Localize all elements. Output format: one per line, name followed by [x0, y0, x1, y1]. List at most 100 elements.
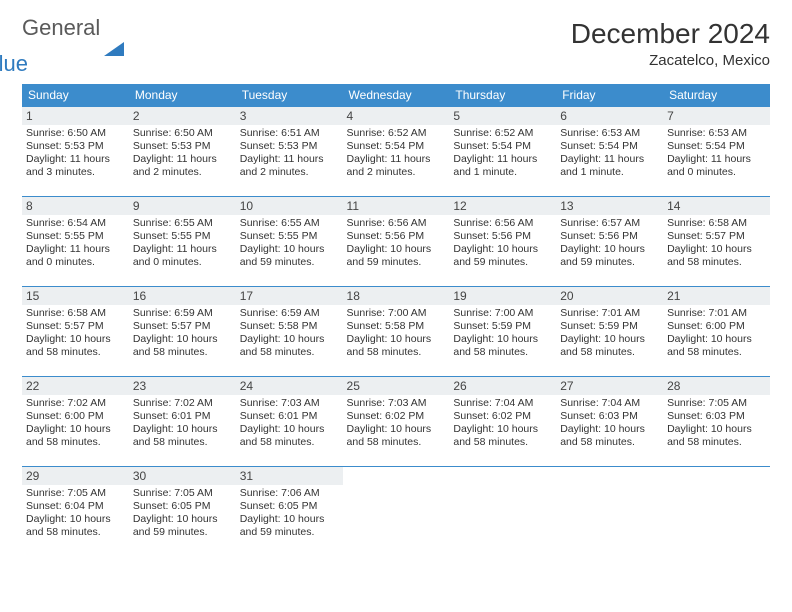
day-info: Sunrise: 6:52 AMSunset: 5:54 PMDaylight:… [453, 127, 552, 180]
day-cell: 23 Sunrise: 7:02 AMSunset: 6:01 PMDayligh… [129, 376, 236, 466]
week-row: 1 Sunrise: 6:50 AMSunset: 5:53 PMDaylight… [22, 106, 770, 196]
day-info: Sunrise: 6:55 AMSunset: 5:55 PMDaylight:… [133, 217, 232, 270]
day-info: Sunrise: 6:54 AMSunset: 5:55 PMDaylight:… [26, 217, 125, 270]
week-row: 22Sunrise: 7:02 AMSunset: 6:00 PMDayligh… [22, 376, 770, 466]
dow-saturday: Saturday [663, 84, 770, 106]
dow-sunday: Sunday [22, 84, 129, 106]
day-info: Sunrise: 7:01 AMSunset: 6:00 PMDaylight:… [667, 307, 766, 360]
day-info: Sunrise: 6:57 AMSunset: 5:56 PMDaylight:… [560, 217, 659, 270]
day-number: 26 [449, 377, 556, 395]
day-of-week-row: Sunday Monday Tuesday Wednesday Thursday… [22, 84, 770, 106]
day-info: Sunrise: 6:50 AMSunset: 5:53 PMDaylight:… [26, 127, 125, 180]
day-info: Sunrise: 7:06 AMSunset: 6:05 PMDaylight:… [240, 487, 339, 540]
calendar-body: 1 Sunrise: 6:50 AMSunset: 5:53 PMDaylight… [22, 106, 770, 557]
day-info: Sunrise: 6:59 AMSunset: 5:57 PMDaylight:… [133, 307, 232, 360]
day-number: 14 [663, 197, 770, 215]
dow-wednesday: Wednesday [343, 84, 450, 106]
day-cell: 11Sunrise: 6:56 AMSunset: 5:56 PMDayligh… [343, 196, 450, 286]
day-cell: 8 Sunrise: 6:54 AMSunset: 5:55 PMDaylight… [22, 196, 129, 286]
day-cell: 6 Sunrise: 6:53 AMSunset: 5:54 PMDaylight… [556, 106, 663, 196]
day-cell: 13 Sunrise: 6:57 AMSunset: 5:56 PMDayligh… [556, 196, 663, 286]
day-cell: 26 Sunrise: 7:04 AMSunset: 6:02 PMDayligh… [449, 376, 556, 466]
day-number: 4 [343, 107, 450, 125]
week-row: 29 Sunrise: 7:05 AMSunset: 6:04 PMDayligh… [22, 466, 770, 556]
week-row: 8 Sunrise: 6:54 AMSunset: 5:55 PMDaylight… [22, 196, 770, 286]
day-info: Sunrise: 7:00 AMSunset: 5:59 PMDaylight:… [453, 307, 552, 360]
day-cell: 15Sunrise: 6:58 AMSunset: 5:57 PMDayligh… [22, 286, 129, 376]
day-number: 30 [129, 467, 236, 485]
day-cell: 4Sunrise: 6:52 AMSunset: 5:54 PMDaylight… [343, 106, 450, 196]
day-number: 24 [236, 377, 343, 395]
brand-mark-icon [104, 42, 124, 56]
day-cell: 16Sunrise: 6:59 AMSunset: 5:57 PMDayligh… [129, 286, 236, 376]
day-cell [449, 466, 556, 556]
day-number: 3 [236, 107, 343, 125]
week-row: 15Sunrise: 6:58 AMSunset: 5:57 PMDayligh… [22, 286, 770, 376]
day-cell: 24 Sunrise: 7:03 AMSunset: 6:01 PMDayligh… [236, 376, 343, 466]
day-cell [556, 466, 663, 556]
day-cell: 21Sunrise: 7:01 AMSunset: 6:00 PMDayligh… [663, 286, 770, 376]
day-number: 31 [236, 467, 343, 485]
day-cell: 29 Sunrise: 7:05 AMSunset: 6:04 PMDayligh… [22, 466, 129, 556]
day-cell: 25 Sunrise: 7:03 AMSunset: 6:02 PMDayligh… [343, 376, 450, 466]
day-number: 5 [449, 107, 556, 125]
day-info: Sunrise: 6:58 AMSunset: 5:57 PMDaylight:… [26, 307, 125, 360]
day-number: 20 [556, 287, 663, 305]
day-number: 1 [22, 107, 129, 125]
day-info: Sunrise: 6:51 AMSunset: 5:53 PMDaylight:… [240, 127, 339, 180]
title-block: December 2024 Zacatelco, Mexico [571, 18, 770, 69]
day-number: 10 [236, 197, 343, 215]
day-cell: 18 Sunrise: 7:00 AMSunset: 5:58 PMDayligh… [343, 286, 450, 376]
day-info: Sunrise: 6:59 AMSunset: 5:58 PMDaylight:… [240, 307, 339, 360]
day-number: 19 [449, 287, 556, 305]
day-number: 23 [129, 377, 236, 395]
day-cell: 9Sunrise: 6:55 AMSunset: 5:55 PMDaylight… [129, 196, 236, 286]
day-info: Sunrise: 7:04 AMSunset: 6:02 PMDaylight:… [453, 397, 552, 450]
day-number: 25 [343, 377, 450, 395]
day-number: 6 [556, 107, 663, 125]
day-number: 28 [663, 377, 770, 395]
brand-logo: General Blue [22, 18, 124, 74]
day-number: 29 [22, 467, 129, 485]
day-cell [663, 466, 770, 556]
dow-friday: Friday [556, 84, 663, 106]
day-info: Sunrise: 7:03 AMSunset: 6:01 PMDaylight:… [240, 397, 339, 450]
day-info: Sunrise: 6:56 AMSunset: 5:56 PMDaylight:… [453, 217, 552, 270]
month-title: December 2024 [571, 18, 770, 50]
day-info: Sunrise: 6:56 AMSunset: 5:56 PMDaylight:… [347, 217, 446, 270]
day-cell: 3 Sunrise: 6:51 AMSunset: 5:53 PMDaylight… [236, 106, 343, 196]
day-info: Sunrise: 7:05 AMSunset: 6:03 PMDaylight:… [667, 397, 766, 450]
day-cell: 14 Sunrise: 6:58 AMSunset: 5:57 PMDayligh… [663, 196, 770, 286]
day-info: Sunrise: 6:53 AMSunset: 5:54 PMDaylight:… [560, 127, 659, 180]
day-number: 18 [343, 287, 450, 305]
day-cell: 2Sunrise: 6:50 AMSunset: 5:53 PMDaylight… [129, 106, 236, 196]
day-number: 8 [22, 197, 129, 215]
day-cell: 20 Sunrise: 7:01 AMSunset: 5:59 PMDayligh… [556, 286, 663, 376]
day-info: Sunrise: 7:00 AMSunset: 5:58 PMDaylight:… [347, 307, 446, 360]
day-cell: 19 Sunrise: 7:00 AMSunset: 5:59 PMDayligh… [449, 286, 556, 376]
day-number: 17 [236, 287, 343, 305]
header: General Blue December 2024 Zacatelco, Me… [22, 18, 770, 74]
location: Zacatelco, Mexico [571, 52, 770, 69]
day-info: Sunrise: 7:01 AMSunset: 5:59 PMDaylight:… [560, 307, 659, 360]
day-info: Sunrise: 7:05 AMSunset: 6:05 PMDaylight:… [133, 487, 232, 540]
day-info: Sunrise: 6:58 AMSunset: 5:57 PMDaylight:… [667, 217, 766, 270]
day-info: Sunrise: 6:55 AMSunset: 5:55 PMDaylight:… [240, 217, 339, 270]
day-cell: 7Sunrise: 6:53 AMSunset: 5:54 PMDaylight… [663, 106, 770, 196]
day-cell: 17 Sunrise: 6:59 AMSunset: 5:58 PMDayligh… [236, 286, 343, 376]
day-number: 13 [556, 197, 663, 215]
day-number: 27 [556, 377, 663, 395]
day-info: Sunrise: 7:05 AMSunset: 6:04 PMDaylight:… [26, 487, 125, 540]
calendar-table: Sunday Monday Tuesday Wednesday Thursday… [22, 84, 770, 106]
day-cell [343, 466, 450, 556]
day-cell: 10 Sunrise: 6:55 AMSunset: 5:55 PMDayligh… [236, 196, 343, 286]
dow-monday: Monday [129, 84, 236, 106]
day-cell: 5 Sunrise: 6:52 AMSunset: 5:54 PMDaylight… [449, 106, 556, 196]
day-info: Sunrise: 7:03 AMSunset: 6:02 PMDaylight:… [347, 397, 446, 450]
day-info: Sunrise: 6:53 AMSunset: 5:54 PMDaylight:… [667, 127, 766, 180]
day-cell: 28 Sunrise: 7:05 AMSunset: 6:03 PMDayligh… [663, 376, 770, 466]
day-cell: 1 Sunrise: 6:50 AMSunset: 5:53 PMDaylight… [22, 106, 129, 196]
day-info: Sunrise: 7:02 AMSunset: 6:01 PMDaylight:… [133, 397, 232, 450]
day-info: Sunrise: 7:02 AMSunset: 6:00 PMDaylight:… [26, 397, 125, 450]
day-info: Sunrise: 7:04 AMSunset: 6:03 PMDaylight:… [560, 397, 659, 450]
